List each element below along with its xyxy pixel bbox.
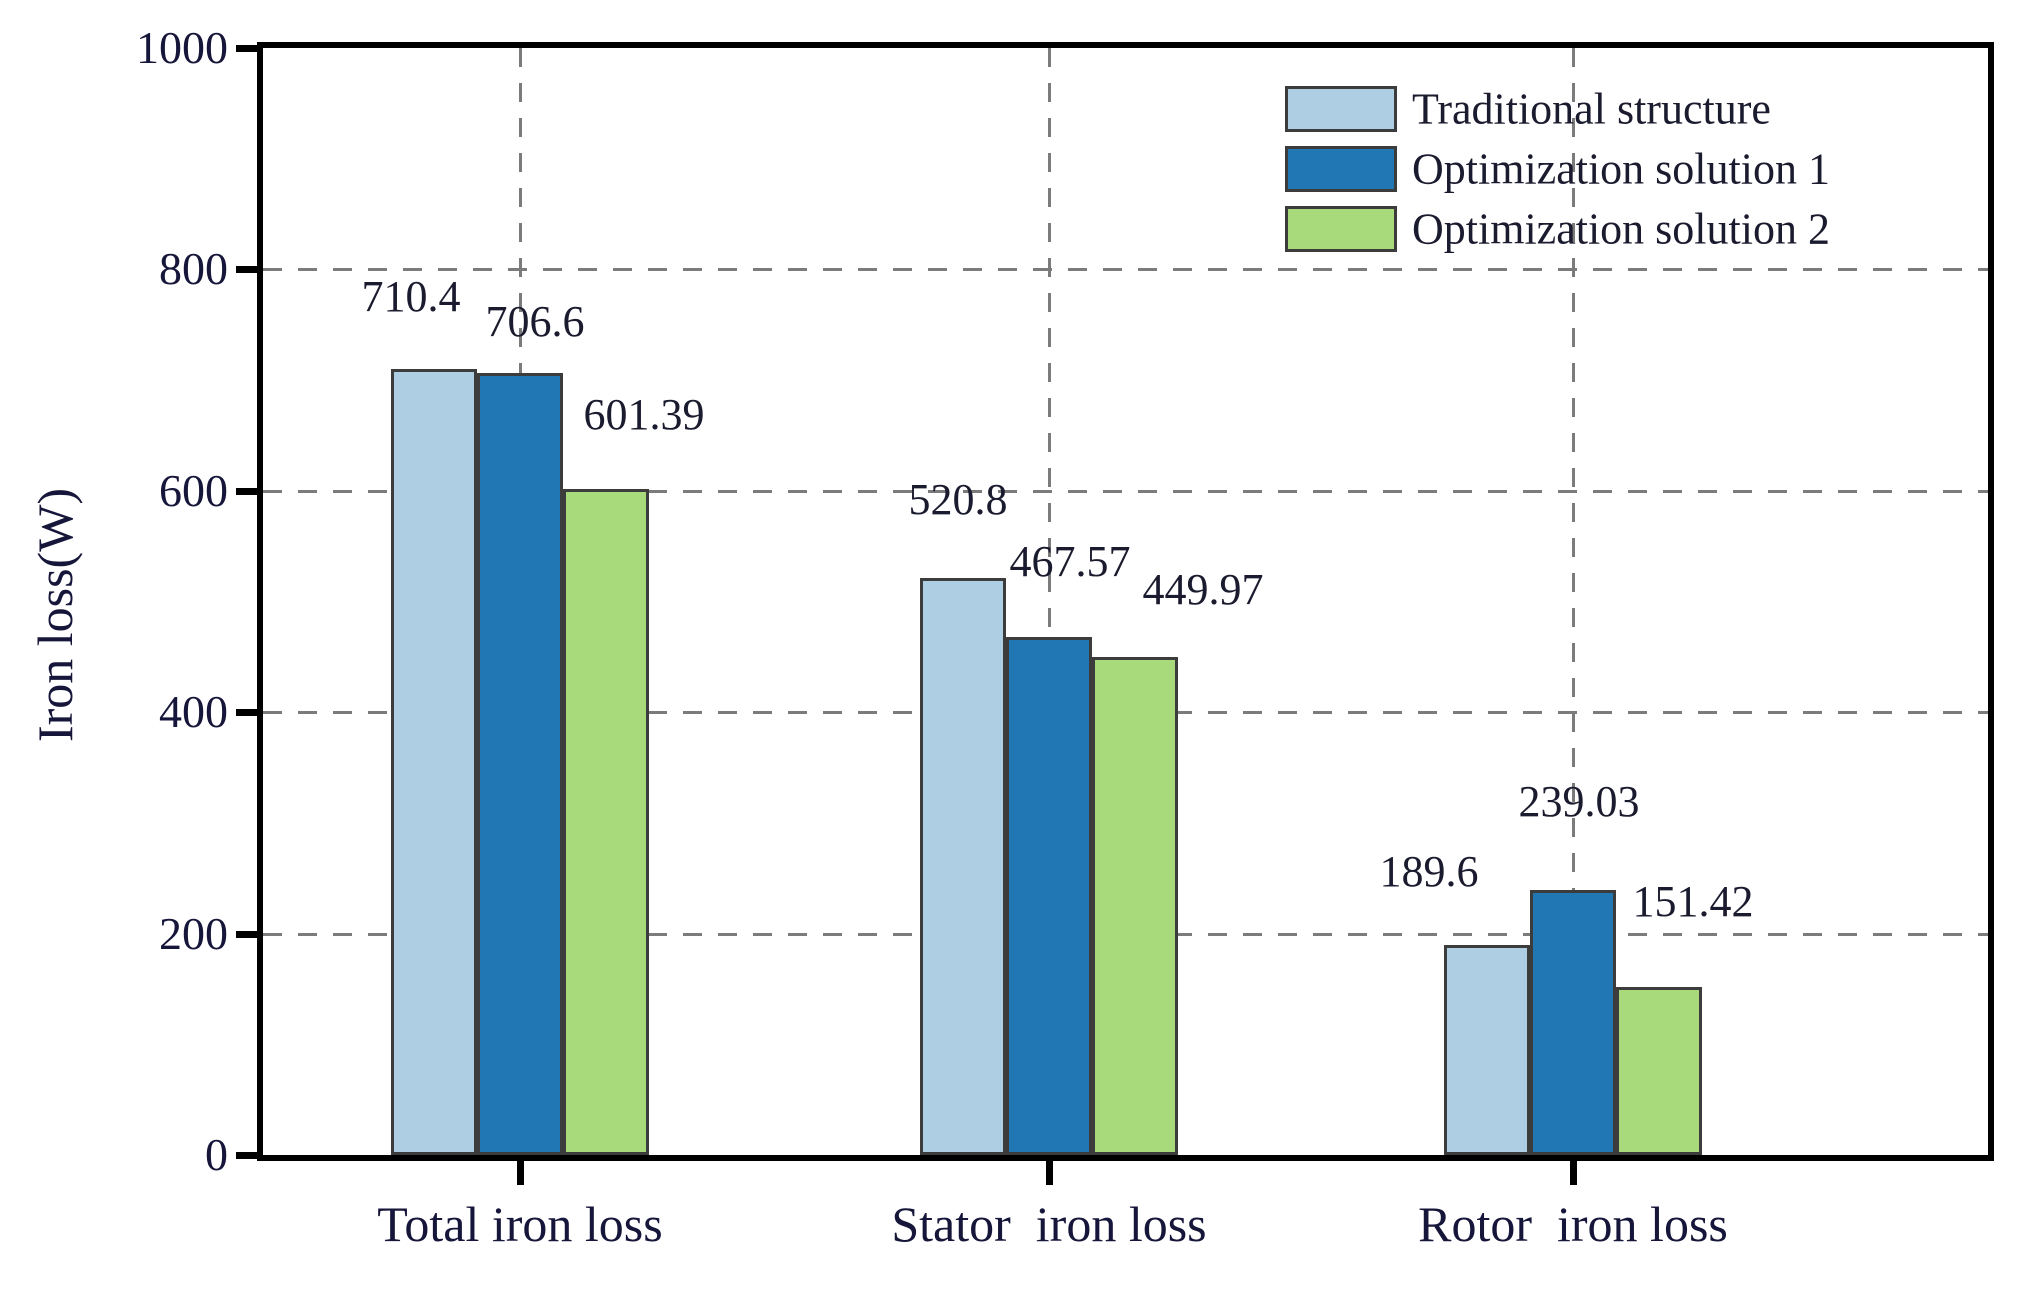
legend-swatch	[1285, 86, 1397, 132]
legend-label: Optimization solution 2	[1412, 204, 1830, 254]
y-tick-label: 400	[159, 686, 228, 738]
bar-value-label: 520.8	[908, 475, 1008, 525]
bar	[477, 373, 563, 1155]
bar-value-label: 710.4	[361, 271, 461, 321]
legend-label: Traditional structure	[1412, 84, 1771, 134]
y-tick-label: 1000	[136, 22, 228, 73]
bar-value-label: 449.97	[1142, 564, 1264, 614]
x-tick	[517, 1161, 524, 1185]
y-tick-label: 0	[205, 1129, 228, 1180]
bar	[1444, 945, 1530, 1155]
bar-value-label: 151.42	[1632, 877, 1754, 927]
plot-area	[257, 42, 1994, 1161]
bar	[1092, 657, 1178, 1155]
y-tick	[236, 45, 262, 52]
bar	[1006, 637, 1092, 1155]
y-tick	[236, 709, 262, 717]
y-tick	[236, 1152, 262, 1159]
y-tick	[236, 930, 262, 938]
x-category-label: Rotor iron loss	[1418, 1196, 1728, 1252]
bar	[391, 369, 477, 1155]
bar	[1530, 890, 1616, 1155]
y-tick-label: 600	[159, 464, 228, 516]
h-gridline	[263, 489, 1988, 493]
bar	[920, 578, 1006, 1155]
x-category-label: Total iron loss	[377, 1196, 663, 1252]
bar-value-label: 706.6	[485, 296, 585, 346]
y-tick-label: 200	[159, 907, 228, 959]
x-tick	[1570, 1161, 1577, 1185]
x-tick	[1046, 1161, 1053, 1185]
y-tick	[236, 266, 262, 274]
legend-swatch	[1285, 206, 1397, 252]
y-tick-label: 800	[159, 243, 228, 295]
v-gridline	[1048, 48, 1051, 1155]
x-category-label: Stator iron loss	[891, 1196, 1207, 1252]
legend-label: Optimization solution 1	[1412, 144, 1830, 194]
y-tick	[236, 487, 262, 495]
bar-value-label: 601.39	[583, 390, 705, 440]
bar-value-label: 467.57	[1009, 537, 1131, 587]
h-gridline	[263, 268, 1988, 272]
bar-value-label: 239.03	[1518, 777, 1640, 827]
bar-value-label: 189.6	[1379, 847, 1479, 897]
v-gridline	[1572, 48, 1575, 1155]
bar	[1616, 987, 1702, 1155]
bar	[563, 489, 649, 1155]
legend-swatch	[1285, 146, 1397, 192]
